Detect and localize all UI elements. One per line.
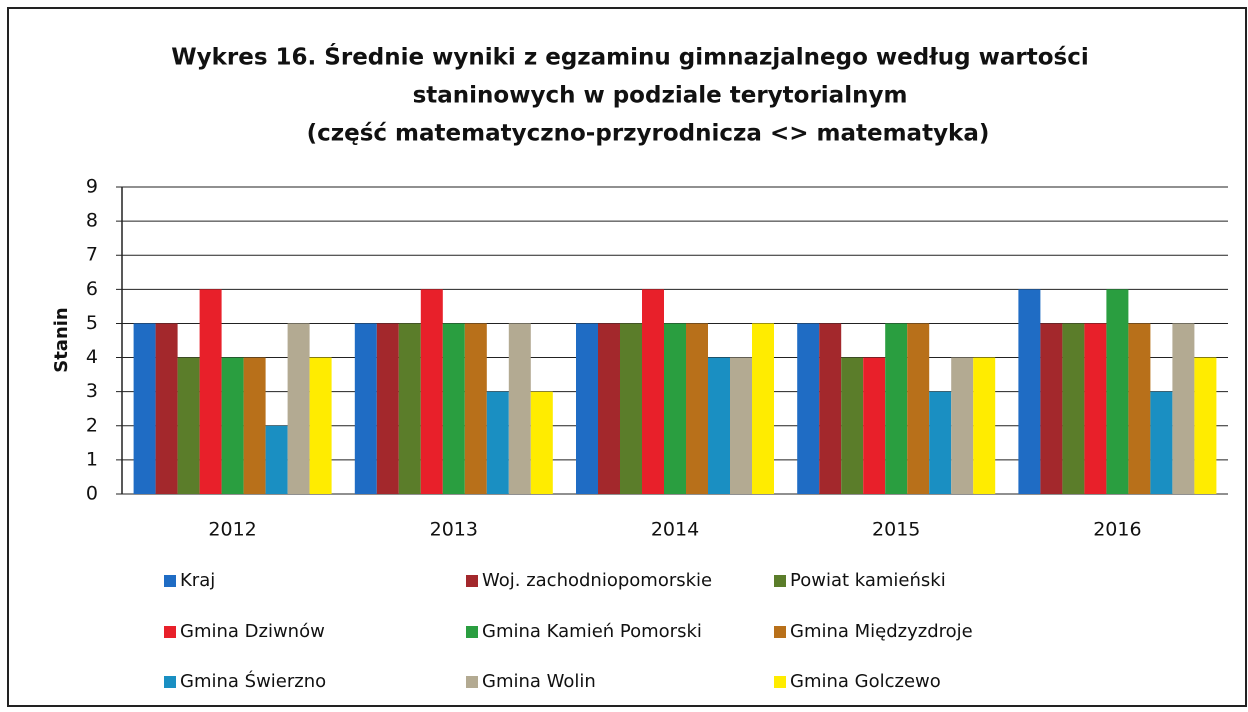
legend-label: Gmina Międzyzdroje	[790, 621, 973, 642]
y-tick-label: 2	[86, 414, 98, 436]
x-tick-label: 2014	[651, 519, 699, 541]
y-tick-label: 6	[86, 278, 98, 300]
y-tick-label: 5	[86, 312, 98, 334]
bar	[686, 323, 708, 494]
bar	[1128, 323, 1151, 494]
legend-label: Gmina Wolin	[482, 671, 596, 692]
bar	[265, 425, 288, 494]
bar	[819, 323, 842, 494]
bar	[442, 323, 465, 494]
x-tick-label: 2015	[872, 519, 920, 541]
bar	[1150, 391, 1173, 494]
y-tick-label: 3	[86, 380, 98, 402]
legend-swatch	[164, 676, 176, 688]
bar	[1062, 323, 1085, 494]
x-tick-label: 2013	[430, 519, 478, 541]
legend-swatch	[466, 575, 478, 587]
bar	[530, 391, 553, 494]
y-tick-label: 7	[86, 244, 98, 266]
legend-swatch	[774, 626, 786, 638]
bar	[287, 323, 310, 494]
bar	[464, 323, 487, 494]
bar	[752, 323, 774, 494]
bar	[309, 357, 332, 494]
bar	[1172, 323, 1195, 494]
chart-title: (część matematyczno-przyrodnicza <> mate…	[307, 121, 990, 147]
y-tick-label: 9	[86, 176, 98, 198]
legend-swatch	[466, 676, 478, 688]
bar	[797, 323, 820, 494]
legend-swatch	[164, 575, 176, 587]
bar	[1018, 289, 1041, 494]
bar	[420, 289, 443, 494]
bar	[730, 357, 752, 494]
legend-label: Gmina Golczewo	[790, 671, 941, 692]
bar	[1106, 289, 1129, 494]
bar	[177, 357, 200, 494]
bar	[642, 289, 664, 494]
legend-swatch	[466, 626, 478, 638]
legend-swatch	[774, 676, 786, 688]
bar	[133, 323, 156, 494]
legend-label: Gmina Kamień Pomorski	[482, 621, 702, 642]
y-tick-label: 0	[86, 483, 98, 505]
legend-swatch	[774, 575, 786, 587]
y-tick-label: 4	[86, 346, 98, 368]
legend-swatch	[164, 626, 176, 638]
chart-title: Wykres 16. Średnie wyniki z egzaminu gim…	[171, 43, 1088, 71]
y-axis-label: Stanin	[51, 307, 72, 373]
bar	[576, 323, 598, 494]
x-tick-label: 2012	[208, 519, 256, 541]
bar	[1040, 323, 1063, 494]
bar	[664, 323, 686, 494]
bar	[486, 391, 509, 494]
bar	[973, 357, 996, 494]
bar	[620, 323, 642, 494]
bar	[398, 323, 421, 494]
bar	[243, 357, 266, 494]
bar	[929, 391, 952, 494]
bar	[1194, 357, 1217, 494]
chart-title: staninowych w podziale terytorialnym	[413, 83, 908, 109]
bar	[221, 357, 244, 494]
bar	[708, 357, 730, 494]
legend-label: Kraj	[180, 570, 215, 591]
legend-label: Gmina Dziwnów	[180, 621, 325, 642]
bar	[863, 357, 886, 494]
bar	[508, 323, 531, 494]
bar	[354, 323, 377, 494]
bar	[1084, 323, 1107, 494]
bar	[951, 357, 974, 494]
y-tick-label: 8	[86, 210, 98, 232]
bar	[907, 323, 930, 494]
legend-label: Woj. zachodniopomorskie	[482, 570, 712, 591]
bar	[155, 323, 178, 494]
y-tick-label: 1	[86, 448, 98, 470]
legend-label: Powiat kamieński	[790, 570, 946, 591]
x-tick-label: 2016	[1093, 519, 1141, 541]
legend-label: Gmina Świerzno	[180, 670, 326, 692]
bar	[376, 323, 399, 494]
bar	[199, 289, 222, 494]
bar	[598, 323, 620, 494]
bar	[885, 323, 908, 494]
bar	[841, 357, 864, 494]
